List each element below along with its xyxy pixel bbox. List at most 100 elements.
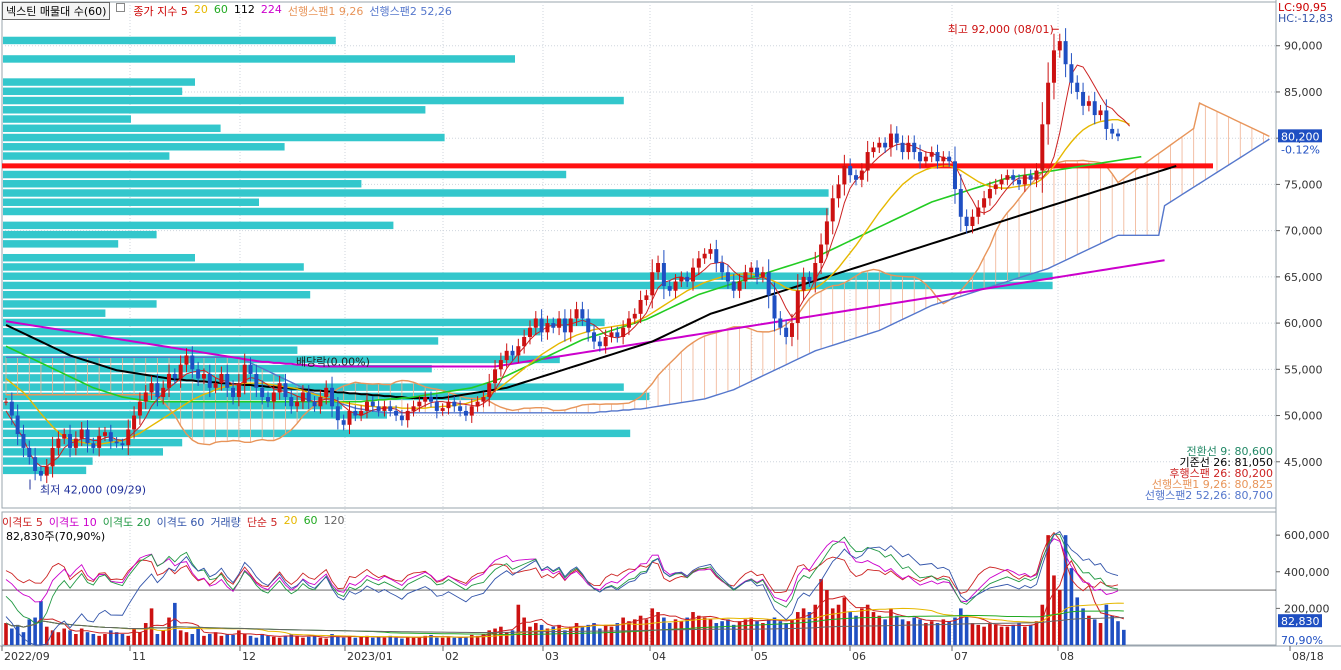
volume-bar [365,635,369,645]
y-tick-label: 65,000 [1284,271,1323,284]
candle-body [21,434,26,448]
volume-bar [964,615,969,645]
candle-body [236,383,241,398]
ichimoku-legend-item: 전환선 9: 80,600 [1186,445,1273,458]
volume-bar [731,624,736,645]
volume-bar [662,617,666,645]
volume-legend-item[interactable]: 이격도 60 [156,516,205,529]
candle-body [306,392,311,402]
volume-legend-item[interactable]: 이격도 10 [48,516,97,529]
volume-legend-item[interactable]: 거래량 [210,516,241,529]
candle-body [976,207,981,217]
volume-bar [347,635,352,645]
volume-bar [1052,575,1056,645]
volume-bar [283,635,288,645]
volume-bar [726,619,730,645]
y-tick-label: 45,000 [1284,456,1323,469]
volume-bar [44,626,49,645]
ma224-line [5,259,1165,368]
candle-body [824,221,829,245]
volume-profile-bar [3,230,157,239]
candle-body [1040,124,1045,171]
volume-bar [947,621,951,645]
indicator-toggle-icon[interactable] [116,3,126,12]
volume-bar [755,621,759,645]
candle-body [906,142,911,153]
candle-body [359,410,364,416]
volume-profile-bar [3,420,131,428]
candle-body [586,318,591,333]
candle-body [702,253,707,259]
volume-legend-item[interactable]: 60 [303,514,318,527]
candle-body [184,355,189,365]
volume-bar [1046,535,1050,645]
volume-bar [528,626,532,645]
volume-profile-bar [3,240,119,248]
volume-legend-item[interactable]: 단순 5 [246,516,278,529]
candle-body [1110,128,1115,134]
volume-bar [318,637,323,645]
volume-legend-item[interactable]: 이격도 20 [102,516,151,529]
x-tick-label: 03 [545,650,559,663]
volume-legend: 이격도 5 이격도 10 이격도 20 이격도 60 거래량 단순 5 20 60 120 [2,514,345,530]
candle-body [231,387,236,398]
price-legend-item[interactable]: 224 [260,3,282,16]
candle-body [883,142,888,148]
volume-bar [1005,626,1010,645]
price-legend-item[interactable]: 60 [213,3,228,16]
price-legend-item[interactable]: 20 [193,3,208,16]
volume-bar [411,637,416,645]
candle-body [912,142,917,153]
volume-legend-item[interactable]: 120 [323,514,345,527]
candle-body [4,401,8,403]
volume-bar [557,624,561,645]
current-price-label: 80,200 [1281,130,1320,143]
volume-bar [737,621,742,645]
volume-profile-bar [3,374,285,382]
volume-profile-bar [3,466,87,475]
volume-bar [114,632,119,645]
volume-legend-item[interactable]: 이격도 5 [2,516,43,529]
volume-bar [10,628,14,645]
volume-bar [1081,608,1085,645]
candle-body [440,408,445,411]
volume-bar [766,619,771,645]
volume-legend-item[interactable]: 20 [283,514,298,527]
candle-body [38,471,43,476]
volume-bar [953,617,957,645]
volume-profile-bar [3,411,387,419]
candle-body [661,263,666,287]
ichimoku-legend-item: 선행스팬2 52,26: 80,700 [1144,489,1273,502]
price-legend-item[interactable]: 종가 지수 5 [133,5,188,18]
volume-bar [877,615,882,645]
volume-readout: 82,830주(70,90%) [6,530,106,543]
price-legend-item[interactable]: 선행스팬1 9,26 [287,5,364,18]
ma20-line [5,118,1130,445]
candle-body [982,198,987,208]
volume-bar [778,621,783,645]
ichimoku-legend-item: 선행스팬1 9,26: 80,825 [1151,478,1273,491]
price-legend-item[interactable]: 선행스팬2 52,26 [369,5,452,18]
candle-body [690,267,695,282]
candle-body [27,447,32,458]
leading-span2-line [6,138,1270,414]
candle-body [1098,110,1103,116]
volume-bar [126,635,131,645]
volume-bar [27,619,32,645]
candle-body [1057,41,1062,51]
candle-body [120,443,125,446]
volume-y-tick-label: 600,000 [1284,529,1330,542]
y-tick-label: 85,000 [1284,86,1323,99]
volume-bar [825,590,829,645]
candle-body [225,373,230,388]
candle-body [289,397,294,407]
candle-body [714,249,719,263]
candle-body [388,406,393,411]
chart-title[interactable]: 넥스틴 매물대 수(60) [2,2,111,20]
volume-bar [935,623,940,645]
volume-bar [1110,615,1114,645]
price-legend-item[interactable]: 112 [233,3,255,16]
candle-body [557,318,562,328]
candle-body [842,165,847,185]
